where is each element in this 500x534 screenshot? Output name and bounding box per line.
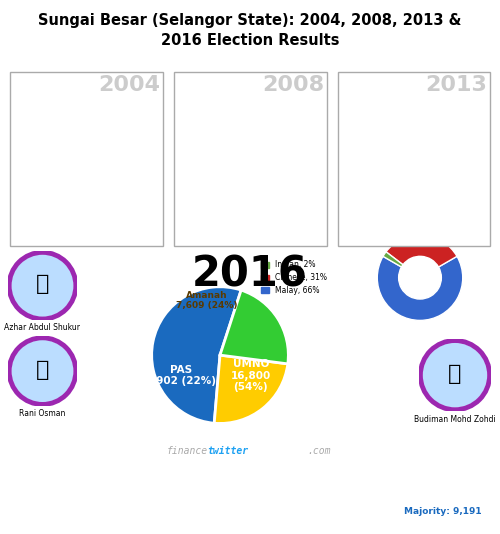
Wedge shape (368, 89, 460, 135)
Text: Amanah
7,609 (24%): Amanah 7,609 (24%) (176, 290, 237, 310)
Text: twitter: twitter (208, 446, 248, 456)
Text: 👤: 👤 (36, 360, 49, 380)
Text: Azhar Abdul Shukur: Azhar Abdul Shukur (4, 323, 80, 332)
Text: Voters: 34,073: Voters: 34,073 (207, 199, 294, 209)
Text: UMNO
18,695
51%: UMNO 18,695 51% (367, 194, 396, 224)
Text: PAS
6,902 (22%): PAS 6,902 (22%) (145, 365, 216, 387)
Wedge shape (386, 235, 457, 267)
Text: Voters: 31,001: Voters: 31,001 (44, 199, 129, 209)
Text: finance: finance (166, 446, 207, 456)
Circle shape (12, 255, 73, 316)
Text: PAS
11,060
41%: PAS 11,060 41% (172, 103, 200, 132)
Text: 2008: 2008 (262, 75, 324, 95)
Wedge shape (204, 109, 296, 180)
Wedge shape (204, 89, 288, 135)
Text: Sungai Besar (Selangor State): 2004, 2008, 2013 &
2016 Election Results: Sungai Besar (Selangor State): 2004, 200… (38, 13, 462, 48)
Circle shape (424, 343, 486, 407)
Text: 👤: 👤 (448, 364, 462, 384)
Wedge shape (40, 89, 112, 135)
Legend: Indian, 2%, Chinese, 31%, Malay, 66%: Indian, 2%, Chinese, 31%, Malay, 66% (258, 257, 330, 298)
Text: PAS
18,296
49%: PAS 18,296 49% (335, 103, 364, 132)
Text: Majority: 399: Majority: 399 (374, 227, 453, 237)
Text: UMNO
15,337
66%: UMNO 15,337 66% (40, 194, 68, 224)
Text: Voters: 42,365: Voters: 42,365 (26, 507, 101, 516)
Wedge shape (368, 134, 460, 180)
Text: 👤: 👤 (36, 274, 49, 294)
Text: 2016: 2016 (192, 254, 308, 296)
Wedge shape (40, 97, 132, 180)
Wedge shape (220, 290, 288, 364)
Text: Rani Osman: Rani Osman (20, 409, 66, 418)
Text: 2004: 2004 (98, 75, 160, 95)
Text: Majority: 9,191: Majority: 9,191 (404, 507, 481, 516)
Circle shape (12, 341, 73, 402)
Wedge shape (383, 252, 403, 267)
Text: UMNO
16,800
(54%): UMNO 16,800 (54%) (230, 359, 271, 392)
Text: Turnout: 31,690 (74.3%): Turnout: 31,690 (74.3%) (136, 507, 259, 516)
Text: PAS
7,988
34%: PAS 7,988 34% (10, 103, 34, 132)
Text: .com: .com (308, 446, 331, 456)
Text: Budiman Mohd Zohdi: Budiman Mohd Zohdi (414, 415, 496, 425)
Text: 2013: 2013 (426, 75, 488, 95)
Text: Voters: 42,837: Voters: 42,837 (370, 199, 457, 209)
Wedge shape (378, 256, 462, 320)
Wedge shape (214, 355, 288, 423)
Text: UMNO
16,069
59%: UMNO 16,069 59% (204, 194, 233, 224)
Text: Spoilt Votes: 379: Spoilt Votes: 379 (288, 507, 375, 516)
Text: Majority: 7,349: Majority: 7,349 (42, 227, 131, 237)
Text: Majority: 5,009: Majority: 5,009 (206, 227, 295, 237)
Wedge shape (152, 287, 241, 423)
